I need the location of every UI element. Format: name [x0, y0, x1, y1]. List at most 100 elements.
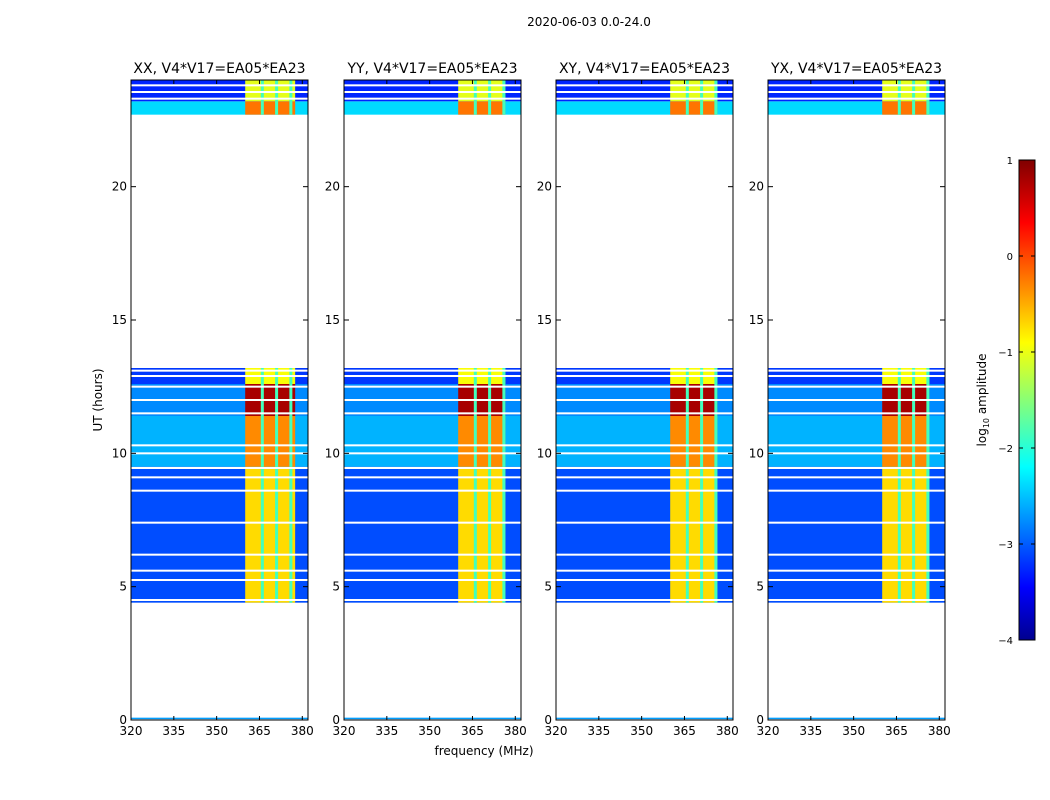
rfi-band	[882, 101, 930, 115]
rfi-band	[670, 416, 718, 467]
flagged-row	[768, 553, 945, 556]
y-tick-label: 20	[325, 180, 340, 194]
flagged-row	[344, 97, 521, 100]
rfi-band	[458, 466, 506, 603]
channel-gap	[685, 80, 689, 102]
x-tick-label: 365	[461, 724, 484, 738]
panel-title: YX, V4*V17=EA05*EA23	[770, 61, 942, 77]
flagged-row	[768, 476, 945, 479]
x-tick-label: 335	[799, 724, 822, 738]
y-tick-label: 0	[756, 713, 764, 727]
flagged-row	[344, 553, 521, 556]
flagged-row	[344, 467, 521, 469]
y-tick-label: 0	[119, 713, 127, 727]
flagged-row	[344, 579, 521, 581]
y-tick-label: 15	[537, 313, 552, 327]
colorbar-tick-label: 1	[1007, 156, 1013, 167]
y-tick-label: 5	[756, 580, 764, 594]
channel-gap	[912, 466, 916, 603]
channel-gap	[897, 80, 901, 102]
channel-gap	[897, 466, 901, 603]
y-tick-label: 15	[112, 313, 127, 327]
flagged-row	[768, 385, 945, 388]
channel-gap	[685, 101, 689, 115]
panel-frame	[130, 79, 309, 721]
flagged-row	[131, 369, 308, 372]
colorbar-label: log10 amplitude	[975, 354, 991, 447]
y-axis-label: UT (hours)	[91, 368, 105, 431]
flagged-row	[768, 91, 945, 93]
panel: YX, V4*V17=EA05*EA23 320 335 350 365 380 0 5 10 1…	[749, 61, 951, 738]
y-tick-label: 15	[749, 313, 764, 327]
flagged-row	[344, 476, 521, 479]
x-tick-label: 320	[545, 724, 568, 738]
channel-gap	[289, 101, 293, 115]
x-tick-label: 335	[587, 724, 610, 738]
flagged-row	[344, 412, 521, 415]
channel-gap	[289, 80, 293, 102]
x-tick-label: 380	[716, 724, 739, 738]
channel-gap	[260, 416, 264, 467]
rfi-band	[458, 416, 506, 467]
panel-frame	[343, 79, 522, 721]
panel: XX, V4*V17=EA05*EA23 320 335 350 365 380 0 5 10 1…	[112, 61, 314, 738]
panel-title: YY, V4*V17=EA05*EA23	[346, 61, 517, 77]
y-tick-label: 10	[112, 446, 127, 460]
rfi-band	[458, 101, 506, 115]
data-row	[131, 717, 308, 720]
y-tick-label: 0	[332, 713, 340, 727]
flagged-row	[768, 599, 945, 601]
rfi-band	[882, 416, 930, 467]
channel-gap	[488, 416, 492, 467]
x-tick-label: 365	[248, 724, 271, 738]
flagged-row	[768, 369, 945, 372]
channel-gap	[473, 466, 477, 603]
flagged-row	[556, 521, 733, 524]
rfi-band	[882, 466, 930, 603]
flagged-row	[131, 385, 308, 388]
x-tick-label: 365	[885, 724, 908, 738]
flagged-row	[556, 399, 733, 401]
flagged-row	[768, 399, 945, 401]
flagged-row	[556, 84, 733, 87]
x-axis-label: frequency (MHz)	[434, 744, 533, 758]
channel-gap	[897, 416, 901, 467]
rfi-band	[245, 466, 296, 603]
rfi-band	[245, 101, 296, 115]
flagged-row	[556, 375, 733, 377]
channel-gap	[912, 80, 916, 102]
x-tick-label: 350	[205, 724, 228, 738]
flagged-row	[556, 452, 733, 455]
flagged-row	[556, 369, 733, 372]
channel-gap	[260, 101, 264, 115]
data-row	[556, 717, 733, 720]
channel-gap	[926, 80, 930, 102]
channel-gap	[473, 101, 477, 115]
colorbar-tick-label: −2	[998, 444, 1013, 455]
channel-gap	[897, 101, 901, 115]
flagged-row	[768, 467, 945, 469]
flagged-row	[344, 599, 521, 601]
channel-gap	[488, 466, 492, 603]
channel-gap	[700, 466, 704, 603]
flagged-row	[344, 385, 521, 388]
channel-gap	[685, 416, 689, 467]
flagged-row	[344, 521, 521, 524]
panel-title: XY, V4*V17=EA05*EA23	[559, 61, 730, 77]
channel-gap	[714, 101, 718, 115]
y-tick-label: 20	[537, 180, 552, 194]
colorbar-tick-label: −1	[998, 348, 1013, 359]
rfi-band	[670, 466, 718, 603]
flagged-row	[131, 84, 308, 87]
flagged-row	[131, 444, 308, 447]
channel-gap	[714, 80, 718, 102]
x-tick-label: 320	[120, 724, 143, 738]
x-tick-label: 335	[162, 724, 185, 738]
rfi-band	[245, 416, 296, 467]
data-row	[344, 717, 521, 720]
flagged-row	[344, 444, 521, 447]
channel-gap	[488, 80, 492, 102]
flagged-row	[768, 412, 945, 415]
flagged-row	[131, 375, 308, 377]
channel-gap	[275, 416, 279, 467]
